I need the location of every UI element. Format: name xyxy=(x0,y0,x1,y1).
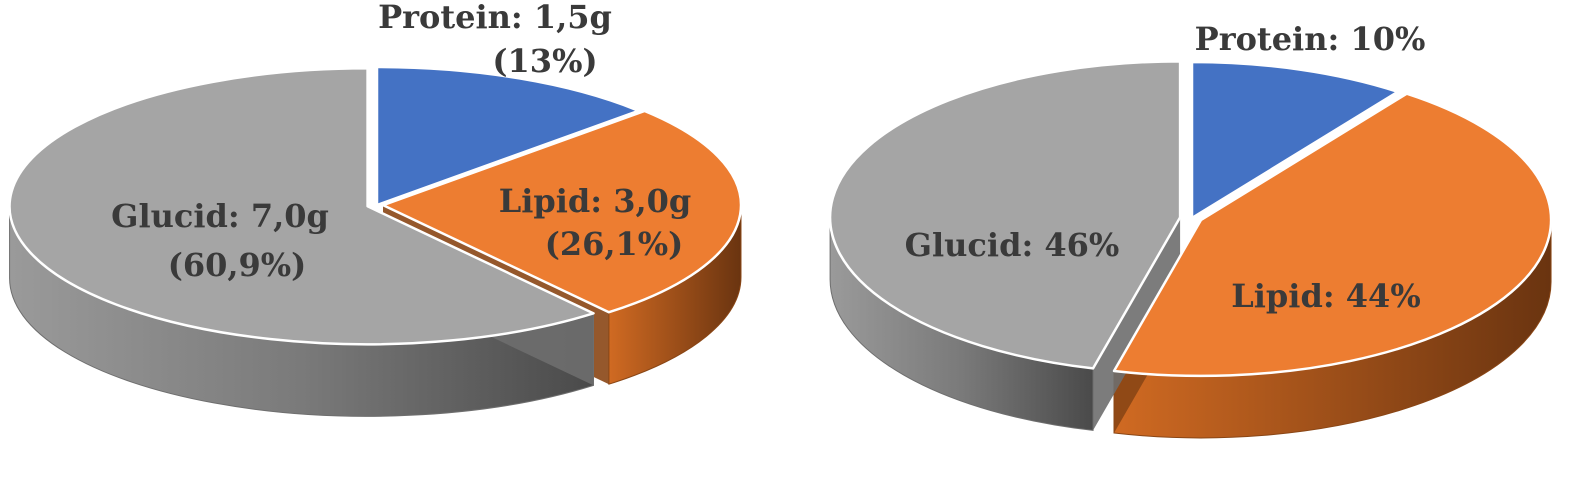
pie-chart-right xyxy=(828,60,1553,439)
pie-slice-protein xyxy=(1190,60,1399,220)
label-left-protein-line2: (13%) xyxy=(492,42,597,80)
pie-top-faces xyxy=(828,60,1553,378)
label-left-lipid-line2: (26,1%) xyxy=(545,225,684,263)
label-left-lipid-line1: Lipid: 3,0g xyxy=(499,182,692,220)
label-left-glucid-line1: Glucid: 7,0g xyxy=(111,197,329,235)
label-left-glucid-line2: (60,9%) xyxy=(168,246,307,284)
pie-slice-lipid xyxy=(1112,92,1553,378)
pie-cut-face-glucid xyxy=(1093,217,1181,431)
pie-chart-left xyxy=(8,65,743,417)
pie-slice-glucid xyxy=(8,67,595,346)
pie-slice-glucid xyxy=(828,60,1182,370)
pie-top-faces xyxy=(8,65,743,346)
label-left-protein-line1: Protein: 1,5g xyxy=(378,0,612,36)
pie-slice-lipid xyxy=(381,109,743,314)
label-right-protein: Protein: 10% xyxy=(1195,20,1426,58)
label-right-lipid: Lipid: 44% xyxy=(1231,277,1420,315)
label-right-glucid: Glucid: 46% xyxy=(905,226,1120,264)
pie-slice-protein xyxy=(375,65,640,207)
